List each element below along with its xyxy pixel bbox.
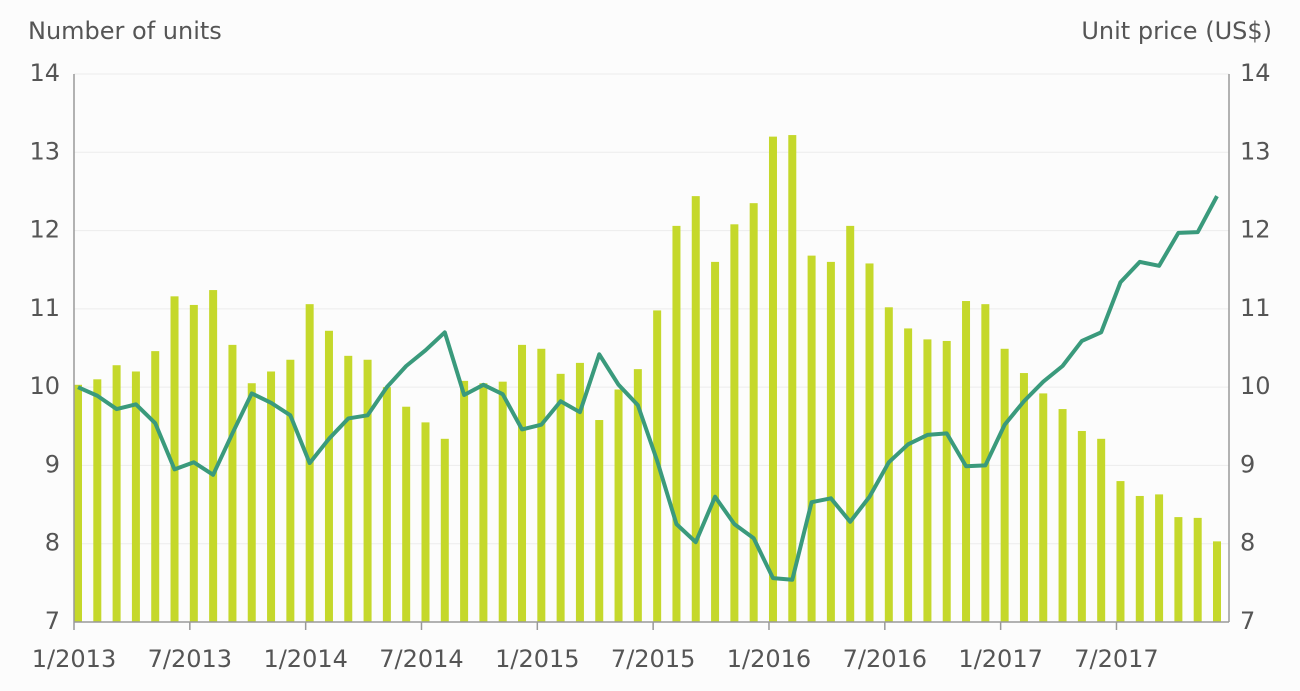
bar	[363, 359, 372, 622]
bar	[826, 261, 835, 622]
y2-tick-label: 8	[1240, 529, 1255, 557]
bar	[170, 296, 179, 622]
bar	[595, 420, 604, 622]
bar	[324, 330, 333, 622]
y-tick-label: 13	[29, 137, 60, 165]
bar	[518, 344, 527, 622]
bar	[672, 225, 681, 623]
bar	[460, 380, 469, 622]
y2-tick-label: 9	[1240, 450, 1255, 478]
x-tick-label: 7/2013	[148, 645, 232, 673]
y2-tick-label: 14	[1240, 59, 1271, 87]
x-tick-label: 7/2016	[843, 645, 927, 673]
bar	[1077, 430, 1086, 622]
bar	[1135, 495, 1144, 622]
line	[77, 195, 1219, 582]
bar	[479, 383, 488, 622]
bar	[768, 136, 777, 622]
y2-tick-label: 12	[1240, 216, 1271, 244]
x-tick-label: 1/2016	[727, 645, 811, 673]
bar	[1019, 373, 1028, 622]
bar	[633, 369, 642, 622]
bar	[1058, 409, 1067, 622]
y-tick-label: 14	[29, 59, 60, 87]
bar	[865, 263, 874, 622]
bar	[904, 328, 913, 622]
bar	[942, 340, 951, 622]
y-tick-label: 7	[45, 607, 60, 635]
bar	[556, 373, 565, 622]
bar	[807, 255, 816, 622]
bar	[131, 371, 140, 622]
y2-axis-title: Unit price (US$)	[1081, 17, 1272, 45]
x-tick-label: 1/2015	[495, 645, 579, 673]
bar	[614, 389, 623, 622]
bar	[1155, 494, 1164, 622]
bar	[962, 301, 971, 622]
bar	[344, 355, 353, 622]
bar	[730, 224, 739, 622]
y-axis-title: Number of units	[28, 17, 222, 45]
y2-tick-label: 10	[1240, 372, 1271, 400]
y2-tick-label: 11	[1240, 294, 1271, 322]
x-tick-label: 1/2014	[263, 645, 347, 673]
bar	[93, 379, 102, 622]
bar	[1213, 541, 1221, 622]
bar	[788, 135, 797, 622]
y-tick-label: 11	[29, 294, 60, 322]
x-tick-label: 7/2015	[611, 645, 695, 673]
bar	[1000, 348, 1009, 622]
y-tick-label: 12	[29, 216, 60, 244]
bar	[151, 351, 160, 622]
bar	[402, 406, 411, 622]
bar	[846, 225, 855, 623]
bar	[923, 339, 932, 622]
x-tick-label: 7/2014	[379, 645, 463, 673]
y2-tick-label: 13	[1240, 137, 1271, 165]
bar	[440, 438, 449, 622]
bar	[247, 383, 256, 622]
bar	[711, 261, 720, 622]
bar	[228, 344, 237, 622]
bar	[382, 387, 391, 622]
x-tick-label: 1/2013	[32, 645, 116, 673]
x-tick-label: 1/2017	[958, 645, 1042, 673]
bar	[1116, 481, 1125, 622]
y-tick-label: 10	[29, 372, 60, 400]
bar	[498, 381, 507, 622]
bar	[1174, 517, 1183, 622]
bar	[286, 359, 295, 622]
bar	[112, 365, 121, 622]
y-tick-label: 9	[45, 450, 60, 478]
bar	[1039, 393, 1048, 622]
bar	[537, 348, 546, 622]
bar	[209, 290, 218, 622]
bar	[421, 422, 430, 622]
bar	[749, 203, 758, 622]
bar	[1193, 517, 1202, 622]
bar	[267, 371, 276, 622]
x-tick-label: 7/2017	[1074, 645, 1158, 673]
bar	[575, 362, 584, 622]
bar	[1097, 438, 1106, 622]
bar	[74, 384, 82, 622]
y-tick-label: 8	[45, 529, 60, 557]
y2-tick-label: 7	[1240, 607, 1255, 635]
bar	[691, 196, 700, 622]
